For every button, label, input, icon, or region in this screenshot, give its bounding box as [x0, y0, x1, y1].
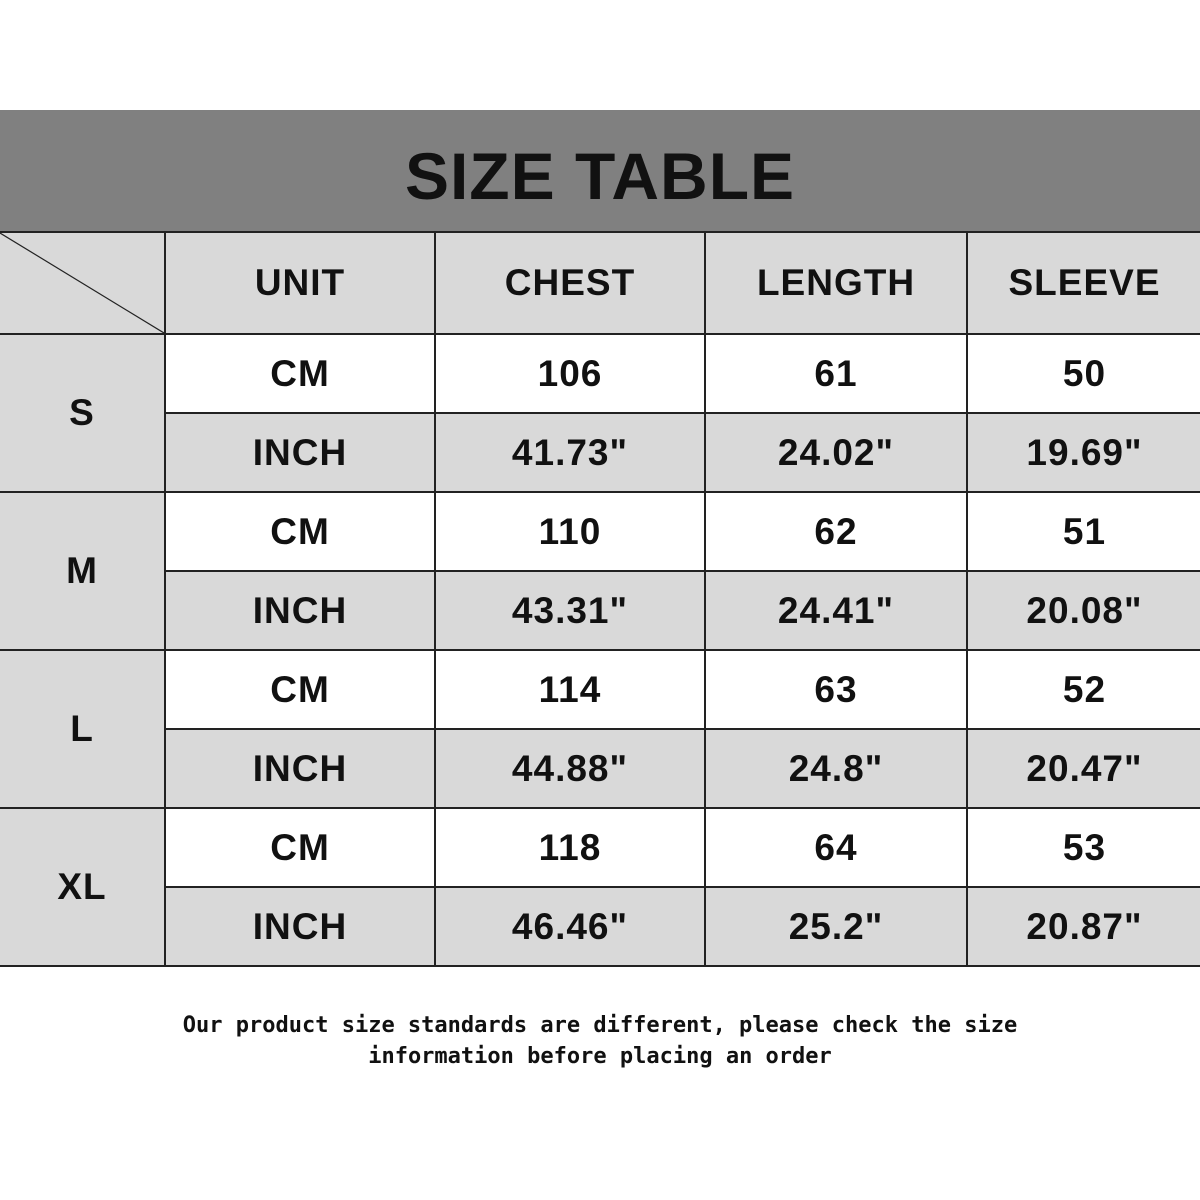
diagonal-line — [0, 233, 164, 333]
cell-chest: 110 — [434, 491, 706, 572]
cell-unit: CM — [164, 491, 436, 572]
cell-unit: INCH — [165, 570, 436, 651]
cell-chest: 44.88" — [434, 728, 706, 809]
page-title: SIZE TABLE — [404, 138, 796, 213]
cell-chest: 106 — [434, 333, 706, 414]
table-row: XL CM 118 64 53 — [0, 807, 1200, 967]
header-row: UNIT CHEST LENGTH SLEEVE — [0, 231, 1200, 335]
size-label: XL — [0, 807, 166, 967]
size-table: UNIT CHEST LENGTH SLEEVE S CM 106 61 50 INCH 4… — [0, 231, 1200, 967]
size-note: Our product size standards are different… — [0, 1010, 1200, 1072]
header-unit: UNIT — [164, 231, 436, 335]
corner-cell — [0, 231, 166, 335]
title-band: SIZE TABLE — [0, 110, 1200, 231]
header-chest: CHEST — [434, 231, 706, 335]
cell-length: 64 — [704, 807, 968, 888]
table-row: INCH 41.73" 24.02" 19.69" — [0, 412, 1200, 493]
cell-unit: CM — [164, 649, 436, 730]
table-row: INCH 43.31" 24.41" 20.08" — [0, 570, 1200, 651]
cell-chest: 118 — [434, 807, 706, 888]
cell-length: 24.8" — [704, 728, 968, 809]
note-line-1: Our product size standards are different… — [182, 1013, 1018, 1038]
cell-length: 62 — [704, 491, 968, 572]
cell-chest: 46.46" — [434, 886, 706, 967]
cell-length: 61 — [704, 333, 968, 414]
cell-length: 24.41" — [704, 570, 968, 651]
table-row: M CM 110 62 51 — [0, 491, 1200, 651]
cell-unit: INCH — [165, 728, 436, 809]
cell-length: 24.02" — [704, 412, 968, 493]
header-length: LENGTH — [704, 231, 968, 335]
cell-sleeve: 19.69" — [966, 412, 1200, 493]
table-row: INCH 46.46" 25.2" 20.87" — [0, 886, 1200, 967]
table-row: S CM 106 61 50 — [0, 333, 1200, 493]
cell-unit: CM — [164, 333, 436, 414]
cell-sleeve: 20.47" — [966, 728, 1200, 809]
cell-sleeve: 20.08" — [966, 570, 1200, 651]
cell-chest: 41.73" — [434, 412, 706, 493]
cell-sleeve: 52 — [966, 649, 1200, 730]
table-row: L CM 114 63 52 — [0, 649, 1200, 809]
note-line-2: information before placing an order — [368, 1044, 832, 1069]
cell-length: 63 — [704, 649, 968, 730]
cell-unit: INCH — [165, 412, 436, 493]
cell-unit: INCH — [165, 886, 436, 967]
size-label: L — [0, 649, 166, 809]
cell-length: 25.2" — [704, 886, 968, 967]
header-sleeve: SLEEVE — [966, 231, 1200, 335]
cell-chest: 43.31" — [434, 570, 706, 651]
cell-unit: CM — [164, 807, 436, 888]
cell-chest: 114 — [434, 649, 706, 730]
cell-sleeve: 53 — [966, 807, 1200, 888]
size-label: M — [0, 491, 166, 651]
size-label: S — [0, 333, 166, 493]
cell-sleeve: 50 — [966, 333, 1200, 414]
cell-sleeve: 51 — [966, 491, 1200, 572]
table-row: INCH 44.88" 24.8" 20.47" — [0, 728, 1200, 809]
cell-sleeve: 20.87" — [966, 886, 1200, 967]
